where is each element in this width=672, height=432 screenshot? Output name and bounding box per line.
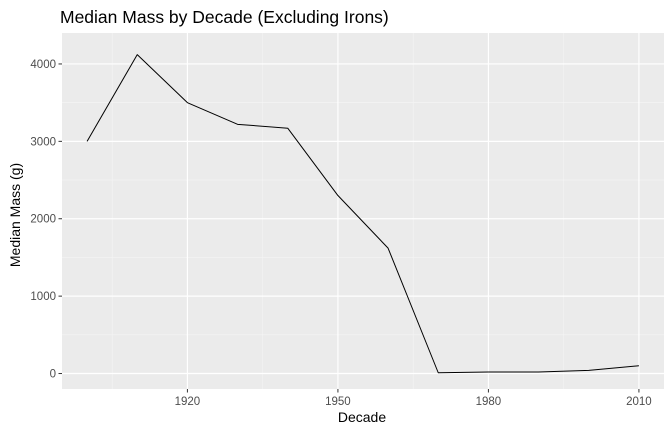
x-tick-label: 1980 — [476, 396, 502, 408]
x-tick-label: 1920 — [175, 396, 201, 408]
y-axis-title: Median Mass (g) — [7, 163, 23, 267]
y-tick-label: 0 — [50, 369, 56, 381]
chart-title: Median Mass by Decade (Excluding Irons) — [60, 7, 389, 27]
x-tick-label: 2010 — [626, 396, 652, 408]
y-tick-label: 2000 — [30, 214, 56, 226]
y-tick-label: 4000 — [30, 59, 56, 71]
x-tick-label: 1950 — [325, 396, 351, 408]
x-axis: 1920 1950 1980 2010 — [175, 389, 652, 408]
plot-panel — [62, 33, 664, 389]
y-axis: 0 1000 2000 3000 4000 — [30, 59, 62, 381]
major-gridlines — [62, 33, 664, 389]
series-line — [86, 54, 639, 374]
minor-gridlines — [62, 33, 664, 389]
y-tick-label: 3000 — [30, 136, 56, 148]
series-layer — [86, 54, 639, 374]
x-axis-title: Decade — [338, 409, 386, 425]
y-tick-label: 1000 — [30, 291, 56, 303]
